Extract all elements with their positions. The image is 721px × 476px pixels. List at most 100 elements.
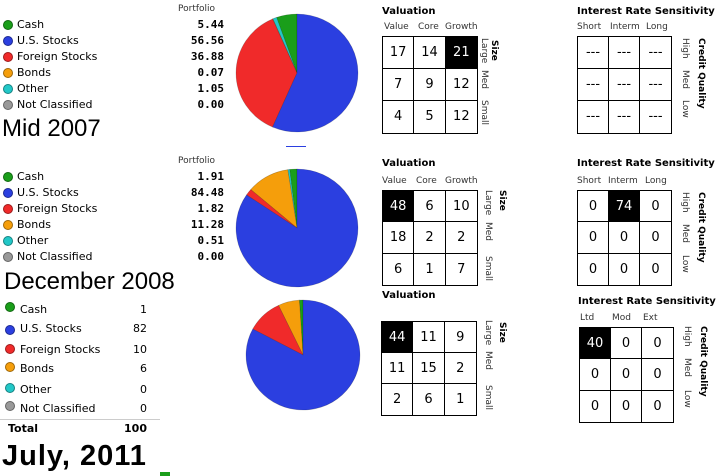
legend-label: Bonds	[17, 66, 51, 79]
grid-cell: 2	[414, 222, 446, 254]
legend-label: Not Classified	[17, 250, 93, 263]
rate-col-mod: Mod	[612, 313, 631, 323]
us-stocks-dot-icon	[3, 188, 13, 198]
rate-row-high: High	[680, 192, 690, 213]
legend-label: Other	[17, 234, 49, 247]
grid-cell: 0	[653, 398, 662, 414]
grid-cell: 0	[611, 359, 642, 391]
allocation-value: 82	[133, 322, 147, 335]
rate-col-long: Long	[646, 22, 668, 32]
grid-cell: 5	[414, 101, 446, 133]
grid-cell: 0	[640, 222, 671, 254]
grid-cell: 6	[383, 253, 415, 285]
valuation-row-large: Large	[483, 190, 493, 216]
valuation-grid: 44 11 9 11 15 2 2 6 1	[381, 321, 477, 416]
grid-cell: 9	[444, 322, 476, 353]
pie-slice-cash	[299, 299, 304, 356]
allocation-value: 1.05	[197, 82, 225, 95]
valuation-col-core: Core	[416, 176, 437, 186]
allocation-value: 56.56	[190, 34, 224, 47]
other-dot-icon	[3, 236, 13, 246]
pie-slice-other	[272, 17, 298, 74]
allocation-value: 1.91	[197, 170, 225, 183]
rate-row-med: Med	[680, 70, 690, 90]
grid-cell: ---	[609, 101, 640, 133]
grid-cell: 0	[611, 390, 642, 422]
period-label: July, 2011	[2, 440, 147, 472]
pie-slice-u-s-stocks	[245, 299, 361, 411]
foreign-stocks-dot-icon	[3, 204, 13, 214]
grid-cell: 48	[383, 191, 415, 223]
rate-col-ext: Ext	[643, 313, 658, 323]
grid-cell: 44	[382, 322, 414, 353]
rate-title: Interest Rate Sensitivity	[577, 6, 715, 17]
pie-slice-other	[287, 169, 298, 229]
not-classified-dot-icon	[5, 401, 15, 411]
valuation-row-med: Med	[483, 351, 493, 371]
legend-label: Cash	[17, 170, 45, 183]
valuation-title: Valuation	[382, 6, 436, 17]
period-label: December 2008	[4, 268, 175, 295]
allocation-value: 0.00	[197, 250, 225, 263]
pie-slice-u-s-stocks	[235, 168, 359, 288]
allocation-value: 5.44	[197, 18, 225, 31]
valuation-col-core: Core	[418, 22, 439, 32]
rate-grid: 0 74 0 0 0 0 0 0 0	[577, 190, 672, 286]
allocation-value: 0	[140, 402, 147, 415]
rate-col-ltd: Ltd	[580, 313, 595, 323]
allocation-pie-chart	[245, 299, 361, 411]
valuation-row-med: Med	[479, 70, 489, 90]
allocation-value: 36.88	[190, 50, 224, 63]
grid-cell: ---	[578, 101, 609, 133]
rate-col-short: Short	[577, 22, 602, 32]
legend-label: U.S. Stocks	[17, 34, 79, 47]
total-value: 100	[124, 422, 147, 435]
allocation-pie-chart	[235, 13, 359, 133]
other-dot-icon	[3, 84, 13, 94]
grid-cell: ---	[578, 37, 609, 69]
grid-cell: ---	[640, 69, 671, 101]
grid-cell: 11	[413, 322, 445, 353]
bonds-dot-icon	[3, 220, 13, 230]
bonds-dot-icon	[3, 68, 13, 78]
rate-col-interm: Interm	[608, 176, 638, 186]
cash-dot-icon	[3, 172, 13, 182]
allocation-pie-chart	[235, 168, 359, 288]
legend-label: Bonds	[17, 218, 51, 231]
rate-row-high: High	[680, 38, 690, 59]
grid-cell: 2	[445, 222, 477, 254]
foreign-stocks-dot-icon	[5, 344, 15, 354]
pie-slice-foreign-stocks	[246, 189, 298, 229]
grid-cell: 40	[580, 328, 611, 360]
grid-cell: 0	[609, 253, 640, 285]
green-mark	[160, 472, 170, 476]
rate-grid: --- --- --- --- --- --- --- --- ---	[577, 36, 672, 134]
allocation-value: 1	[140, 303, 147, 316]
grid-cell: ---	[578, 69, 609, 101]
legend-label: Cash	[20, 303, 48, 316]
portfolio-header: Portfolio	[178, 156, 216, 166]
grid-cell: 6	[414, 191, 446, 223]
grid-cell: 0	[609, 222, 640, 254]
valuation-row-small: Small	[483, 256, 493, 281]
allocation-value: 84.48	[190, 186, 224, 199]
allocation-value: 0.07	[197, 66, 225, 79]
portfolio-header: Portfolio	[178, 4, 216, 14]
grid-cell: 7	[383, 69, 415, 101]
grid-cell: 21	[445, 37, 477, 69]
grid-cell: 9	[414, 69, 446, 101]
legend-label: Bonds	[20, 362, 54, 375]
legend-label: Not Classified	[17, 98, 93, 111]
valuation-row-small: Small	[483, 385, 493, 410]
period-label: Mid 2007	[2, 115, 101, 142]
legend-label: Foreign Stocks	[17, 50, 98, 63]
total-divider	[0, 419, 160, 420]
grid-cell: 0	[642, 328, 673, 360]
rate-axis-label: Credit Quality	[698, 326, 708, 397]
pie-slice-bonds	[278, 299, 304, 356]
grid-cell: 11	[382, 353, 414, 384]
grid-cell: 17	[383, 37, 415, 69]
rate-row-low: Low	[680, 100, 690, 118]
foreign-stocks-dot-icon	[3, 52, 13, 62]
valuation-col-growth: Growth	[445, 22, 478, 32]
